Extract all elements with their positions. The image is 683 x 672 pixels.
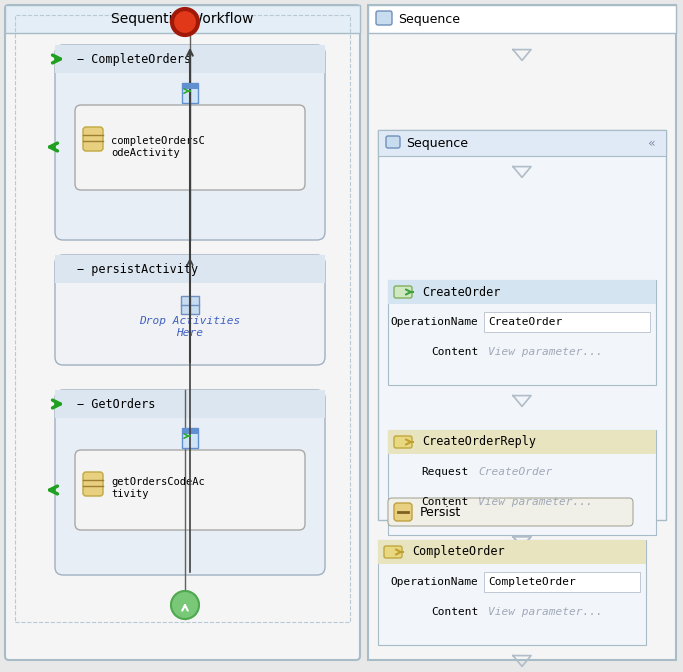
Text: Request: Request bbox=[421, 467, 468, 477]
Bar bbox=[378, 130, 666, 520]
Bar bbox=[55, 390, 325, 418]
Text: View parameter...: View parameter... bbox=[488, 347, 603, 357]
FancyBboxPatch shape bbox=[376, 11, 392, 25]
Text: − persistActivity: − persistActivity bbox=[77, 263, 198, 276]
FancyBboxPatch shape bbox=[5, 5, 360, 660]
Text: Content: Content bbox=[421, 497, 468, 507]
Text: CreateOrderReply: CreateOrderReply bbox=[422, 435, 536, 448]
FancyBboxPatch shape bbox=[394, 286, 412, 298]
Text: View parameter...: View parameter... bbox=[478, 497, 593, 507]
Text: completeOrdersC
odeActivity: completeOrdersC odeActivity bbox=[111, 136, 205, 158]
Bar bbox=[388, 430, 656, 535]
Bar bbox=[55, 255, 325, 283]
Bar bbox=[5, 5, 360, 33]
Bar bbox=[55, 45, 325, 73]
Text: «: « bbox=[648, 136, 656, 149]
Text: − GetOrders: − GetOrders bbox=[77, 398, 155, 411]
Bar bbox=[182, 428, 198, 434]
Bar bbox=[378, 130, 666, 156]
FancyBboxPatch shape bbox=[384, 546, 402, 558]
Text: Content: Content bbox=[431, 347, 478, 357]
FancyBboxPatch shape bbox=[55, 45, 325, 240]
Bar bbox=[182, 83, 198, 89]
Bar bbox=[368, 5, 676, 660]
Bar bbox=[484, 572, 640, 592]
Text: − CompleteOrders: − CompleteOrders bbox=[77, 52, 191, 65]
Bar bbox=[378, 540, 646, 645]
Bar bbox=[484, 312, 650, 332]
FancyBboxPatch shape bbox=[83, 472, 103, 496]
Bar bbox=[388, 430, 656, 454]
Bar bbox=[388, 280, 656, 385]
FancyBboxPatch shape bbox=[394, 503, 412, 521]
FancyBboxPatch shape bbox=[55, 390, 325, 575]
Bar bbox=[388, 280, 656, 304]
FancyBboxPatch shape bbox=[75, 450, 305, 530]
Text: CreateOrder: CreateOrder bbox=[478, 467, 553, 477]
Text: CreateOrder: CreateOrder bbox=[488, 317, 562, 327]
Bar bbox=[182, 428, 198, 448]
Text: Sequence: Sequence bbox=[406, 136, 468, 149]
Text: CompleteOrder: CompleteOrder bbox=[412, 546, 505, 558]
Text: CompleteOrder: CompleteOrder bbox=[488, 577, 576, 587]
Bar bbox=[368, 5, 676, 33]
Text: Persist: Persist bbox=[420, 505, 461, 519]
Text: OperationName: OperationName bbox=[390, 577, 478, 587]
Text: Drop Activities
Here: Drop Activities Here bbox=[139, 317, 240, 338]
FancyBboxPatch shape bbox=[83, 127, 103, 151]
Text: CreateOrder: CreateOrder bbox=[422, 286, 501, 298]
Bar bbox=[378, 540, 646, 564]
FancyBboxPatch shape bbox=[386, 136, 400, 148]
Text: Content: Content bbox=[431, 607, 478, 617]
Text: OperationName: OperationName bbox=[390, 317, 478, 327]
Bar bbox=[182, 83, 198, 103]
FancyBboxPatch shape bbox=[75, 105, 305, 190]
Text: Sequence: Sequence bbox=[398, 13, 460, 26]
Bar bbox=[15, 15, 350, 622]
FancyBboxPatch shape bbox=[388, 498, 633, 526]
FancyBboxPatch shape bbox=[55, 255, 325, 365]
Bar bbox=[181, 296, 199, 314]
Text: Sequential Workflow: Sequential Workflow bbox=[111, 12, 254, 26]
Text: View parameter...: View parameter... bbox=[488, 607, 603, 617]
FancyBboxPatch shape bbox=[394, 436, 412, 448]
Text: getOrdersCodeAc
tivity: getOrdersCodeAc tivity bbox=[111, 477, 205, 499]
Circle shape bbox=[172, 9, 198, 35]
Circle shape bbox=[171, 591, 199, 619]
